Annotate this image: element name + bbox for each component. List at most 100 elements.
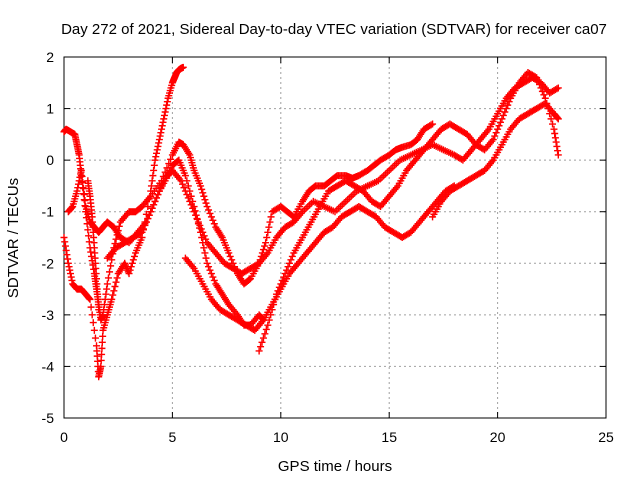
data-point — [201, 196, 209, 204]
data-point — [199, 228, 207, 236]
data-point — [271, 295, 279, 303]
series-track-1 — [60, 63, 187, 381]
data-point — [266, 218, 274, 226]
tick-labels: 0 5 10 15 20 25 -5 -4 -3 -2 -1 0 1 2 — [42, 49, 614, 445]
data-point — [551, 134, 559, 142]
data-point — [181, 172, 189, 180]
data-point — [207, 270, 215, 278]
data-point — [103, 285, 111, 293]
data-point — [167, 155, 175, 163]
data-point — [68, 276, 76, 284]
data-point — [60, 234, 68, 241]
data-point — [180, 184, 188, 192]
data-point — [285, 259, 293, 267]
data-point — [495, 122, 503, 130]
data-point — [85, 238, 93, 246]
data-point — [206, 266, 214, 274]
data-point — [87, 248, 95, 256]
data-point — [505, 98, 513, 106]
data-point — [193, 215, 201, 223]
data-point — [265, 316, 273, 324]
axis-ticks — [63, 56, 607, 419]
series-track-7 — [429, 99, 562, 221]
data-point — [85, 295, 93, 303]
data-point — [148, 177, 156, 185]
data-point — [181, 187, 189, 195]
data-point — [280, 273, 288, 281]
data-point — [101, 295, 109, 303]
data-point — [277, 280, 285, 288]
y-axis-label: SDTVAR / TECUs — [5, 178, 22, 298]
data-point — [205, 206, 213, 214]
data-point — [496, 118, 504, 126]
x-axis-label: GPS time / hours — [278, 458, 392, 475]
data-point — [102, 290, 110, 298]
data-point — [534, 77, 542, 85]
series-track-5 — [181, 182, 458, 334]
data-point — [67, 273, 75, 281]
data-point — [66, 266, 74, 274]
data-point — [151, 156, 159, 164]
data-point — [177, 177, 185, 185]
data-point — [263, 234, 271, 241]
data-point — [259, 334, 267, 342]
data-point — [536, 81, 544, 89]
data-point — [153, 149, 161, 157]
data-point — [68, 203, 76, 211]
data-point — [491, 132, 499, 140]
y-tick-label: 2 — [46, 49, 54, 65]
data-point — [200, 244, 208, 252]
data-point — [189, 204, 197, 212]
data-point — [152, 153, 160, 161]
data-point — [61, 238, 69, 246]
data-point — [554, 151, 562, 159]
data-point — [550, 125, 558, 133]
data-point — [153, 194, 161, 202]
data-point — [203, 259, 211, 267]
data-point — [62, 246, 70, 254]
data-point — [553, 142, 561, 150]
data-point — [209, 216, 217, 224]
data-point — [89, 319, 97, 327]
data-point — [63, 251, 71, 259]
data-point — [98, 350, 106, 358]
data-point — [498, 115, 506, 123]
data-point — [87, 303, 95, 311]
data-point — [494, 125, 502, 133]
data-point — [65, 263, 73, 271]
data-point — [531, 73, 539, 81]
data-point — [274, 287, 282, 295]
y-tick-label: 0 — [46, 152, 54, 168]
data-point — [111, 282, 119, 290]
data-points — [60, 63, 562, 381]
series-track-8 — [84, 177, 103, 314]
data-point — [489, 136, 497, 144]
data-point — [262, 239, 270, 247]
data-point — [288, 252, 296, 260]
data-point — [264, 228, 272, 236]
data-point — [261, 242, 269, 250]
data-point — [265, 223, 273, 231]
data-point — [154, 142, 162, 150]
data-point — [142, 218, 150, 226]
data-point — [492, 129, 500, 137]
data-point — [109, 291, 117, 299]
data-point — [95, 306, 103, 314]
data-point — [106, 268, 114, 276]
y-tick-label: -2 — [42, 255, 55, 271]
data-point — [537, 84, 545, 92]
data-point — [104, 274, 112, 282]
data-point — [202, 199, 210, 207]
data-point — [73, 187, 81, 195]
x-tick-label: 25 — [598, 429, 614, 445]
data-point — [267, 213, 275, 221]
data-point — [196, 221, 204, 229]
data-point — [427, 121, 435, 129]
data-point — [97, 356, 105, 364]
data-point — [110, 287, 118, 295]
data-point — [258, 338, 266, 346]
data-point — [144, 215, 152, 223]
data-point — [113, 274, 121, 282]
data-point — [192, 211, 200, 219]
data-point — [74, 180, 82, 188]
